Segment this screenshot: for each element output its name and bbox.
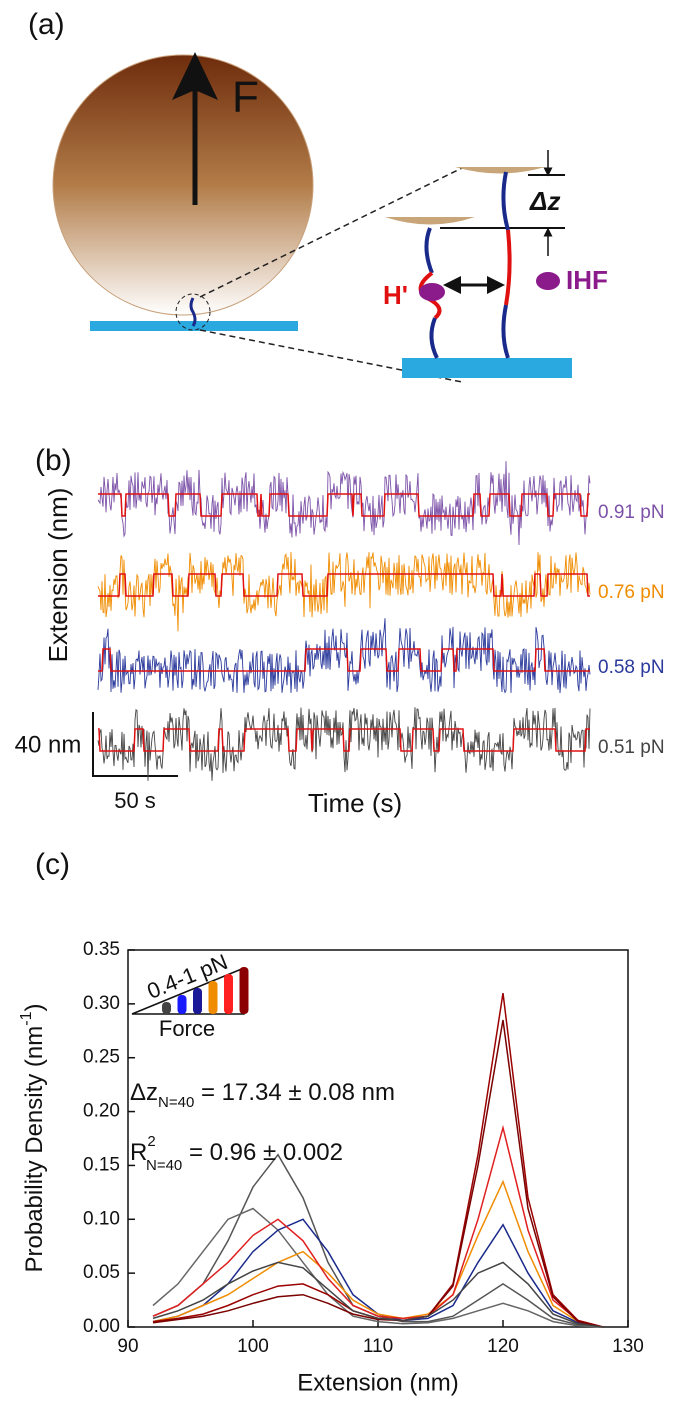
trace-label: 0.91 pN (598, 502, 665, 523)
series-line (152, 1124, 604, 1328)
trace-fit (98, 493, 590, 517)
annotation-main: R (130, 1139, 147, 1166)
annotation-main: Δz (130, 1079, 158, 1106)
bead-plate (455, 167, 545, 174)
trace-fit (98, 648, 590, 672)
trace-label: 0.76 pN (598, 582, 665, 603)
panel-label: (c) (35, 848, 70, 881)
force-label: F (232, 73, 259, 122)
y-tick-label: 0.05 (83, 1262, 120, 1283)
inset-bar (224, 974, 233, 1014)
surface (402, 358, 572, 378)
trace (97, 461, 591, 546)
bead-plate (385, 217, 475, 225)
series-line (152, 1019, 604, 1328)
inset-axis: Force (159, 1016, 215, 1041)
trace (97, 707, 591, 781)
y-tick-label: 0.10 (83, 1208, 120, 1229)
y-tick-label: 0.20 (83, 1101, 120, 1122)
trace-label: 0.58 pN (598, 657, 665, 678)
y-label-end: ) (21, 1004, 48, 1012)
series-line (152, 1153, 604, 1328)
annotation-sub: N=40 (158, 1094, 194, 1111)
zoom-line (199, 167, 463, 298)
dna (424, 227, 434, 274)
annotation-sup: 2 (147, 1133, 155, 1150)
trace-fit (98, 728, 590, 752)
x-tick-label: 100 (237, 1336, 269, 1357)
trace-fit (98, 573, 590, 597)
x-axis-label: Extension (nm) (297, 1369, 458, 1396)
y-tick-label: 0.00 (83, 1316, 120, 1337)
y-axis-label: Extension (nm) (43, 488, 73, 663)
y-tick-label: 0.25 (83, 1047, 120, 1068)
ihf-bound (419, 283, 445, 301)
ihf-label: IHF (566, 265, 608, 295)
traces: 0.91 pN 0.76 pN 0.58 pN 0.51 pN (97, 461, 665, 781)
annotation: R2 N=40 = 0.96 ± 0.002 (130, 1133, 343, 1174)
scale-y-label: 40 nm (15, 731, 82, 758)
x-tick-label: 110 (363, 1336, 393, 1357)
series-line (152, 1207, 604, 1328)
plot: 0.00 0.05 0.10 0.15 0.20 0.25 0.30 0.35 90 100 110… (83, 939, 644, 1357)
x-tick-label: 120 (487, 1336, 519, 1357)
annotation-rest: = 0.96 ± 0.002 (182, 1139, 343, 1166)
x-tick-label: 90 (117, 1336, 138, 1357)
scale-x-label: 50 s (114, 788, 156, 813)
inset-bar (239, 967, 249, 1014)
dna (189, 297, 197, 327)
dna (429, 317, 439, 359)
series-line (152, 1261, 604, 1328)
annotation: ΔzN=40 = 17.34 ± 0.08 nm (130, 1079, 395, 1111)
y-label-sup: -1 (18, 1011, 35, 1025)
x-tick-label: 130 (612, 1336, 644, 1357)
ihf-free (536, 272, 560, 290)
dz-label: Δz (529, 186, 560, 216)
dna (501, 171, 510, 231)
x-axis-label: Time (s) (308, 788, 402, 818)
y-tick-label: 0.30 (83, 993, 120, 1014)
force-arrow-head (172, 52, 218, 100)
y-label-text: Probability Density (nm (21, 1026, 48, 1273)
inset-label: 0.4-1 pN (144, 949, 232, 1004)
inset-bar (208, 981, 218, 1014)
annotation-sub: N=40 (146, 1157, 182, 1174)
inset-bar (193, 988, 202, 1014)
y-tick-label: 0.35 (83, 939, 120, 960)
zoom-circle (175, 293, 211, 331)
y-tick-label: 0.15 (83, 1154, 120, 1175)
trace (97, 551, 591, 632)
series-line (152, 1179, 604, 1328)
y-axis-label: Probability Density (nm-1) (18, 1004, 48, 1273)
trace-label: 0.51 pN (598, 737, 665, 758)
bead (52, 54, 314, 316)
dna (501, 304, 510, 359)
panel-label: (a) (28, 8, 65, 41)
trace (97, 618, 591, 694)
dna-site (504, 229, 512, 306)
hprime-label: H' (383, 280, 408, 310)
inset-bar (162, 1002, 171, 1014)
inset-bar (177, 995, 187, 1014)
panel-label: (b) (35, 444, 72, 477)
annotation-rest: = 17.34 ± 0.08 nm (194, 1079, 395, 1106)
